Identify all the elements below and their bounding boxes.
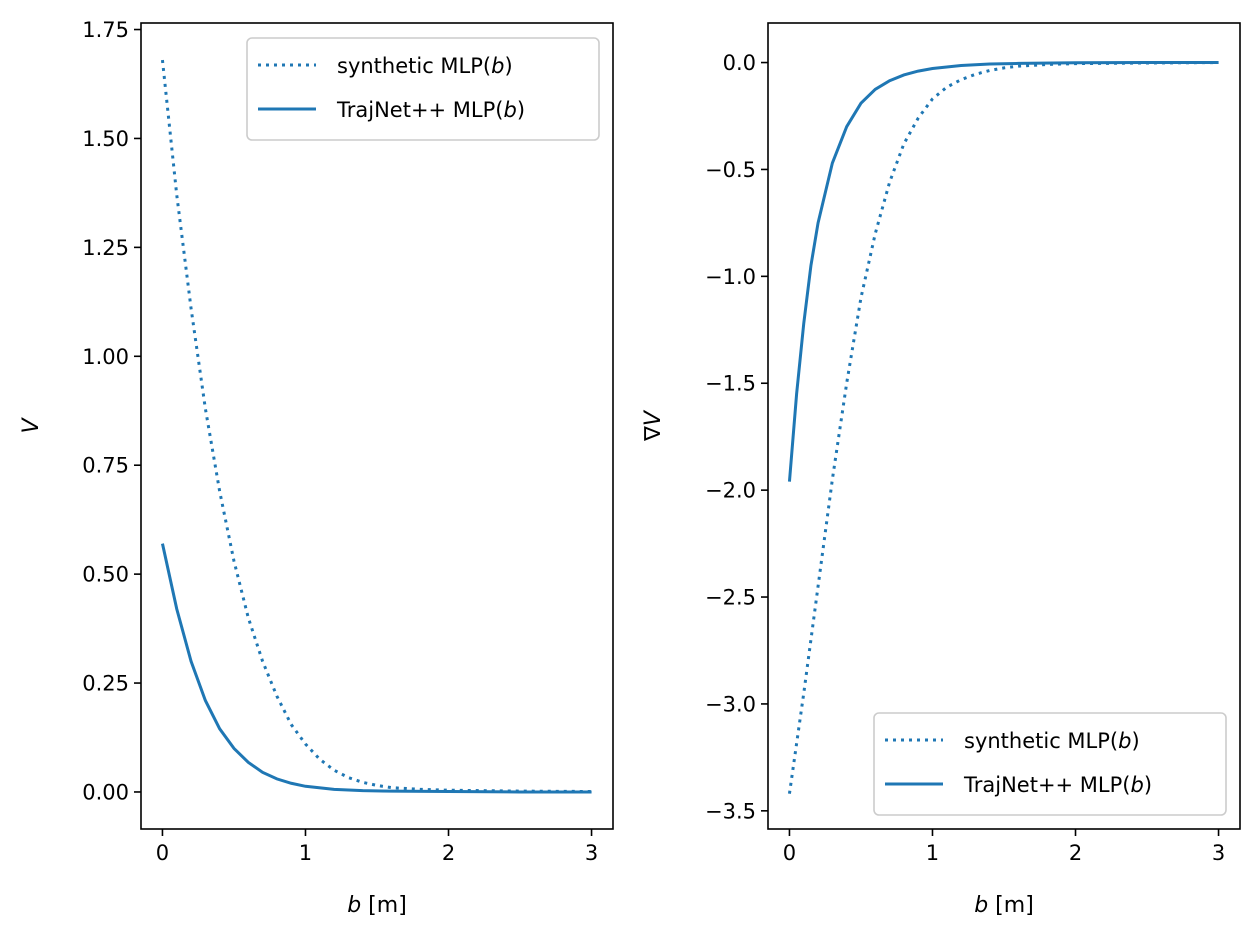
y-tick-label: −1.0 <box>705 265 756 289</box>
axes-frame <box>767 22 1241 830</box>
y-tick-label: 0.0 <box>723 51 756 75</box>
y-tick-label: −0.5 <box>705 158 756 182</box>
x-tick-label: 1 <box>926 841 939 865</box>
x-tick-label: 3 <box>585 841 598 865</box>
series-line-trajnet <box>160 543 592 794</box>
x-tick-label: 2 <box>442 841 455 865</box>
legend-label: TrajNet++ MLP(b) <box>336 98 525 122</box>
legend: synthetic MLP(b) TrajNet++ MLP(b) <box>873 712 1227 816</box>
y-axis-label: V <box>19 417 44 434</box>
y-tick-label: −2.0 <box>705 479 756 503</box>
series-line-synthetic <box>787 61 1219 794</box>
y-tick-label: 1.00 <box>82 345 129 369</box>
y-tick-label: 1.75 <box>82 18 129 42</box>
axes-frame <box>140 22 614 830</box>
y-tick-label: 1.50 <box>82 127 129 151</box>
y-tick-label: 0.00 <box>82 780 129 804</box>
x-tick-label: 0 <box>783 841 796 865</box>
x-tick-label: 1 <box>299 841 312 865</box>
y-tick-label: −2.5 <box>705 586 756 610</box>
y-tick-label: −3.0 <box>705 692 756 716</box>
y-axis-label: ∇V <box>641 409 666 442</box>
y-tick-label: 0.25 <box>82 672 129 696</box>
chart-panel-1: 0 1 2 3 0.00 0.25 0.50 0.75 1.00 1.25 1.50 1.75 b [m… <box>19 18 614 918</box>
legend-label: synthetic MLP(b) <box>964 729 1140 753</box>
legend-box <box>246 37 600 141</box>
legend: synthetic MLP(b) TrajNet++ MLP(b) <box>246 37 600 141</box>
y-tick-label: 0.75 <box>82 454 129 478</box>
legend-box <box>873 712 1227 816</box>
y-tick-label: 1.25 <box>82 236 129 260</box>
legend-label: TrajNet++ MLP(b) <box>963 773 1152 797</box>
series-line-trajnet <box>787 61 1219 482</box>
x-axis-label: b [m] <box>347 893 407 918</box>
legend-label: synthetic MLP(b) <box>337 54 513 78</box>
x-tick-label: 2 <box>1069 841 1082 865</box>
x-tick-label: 0 <box>156 841 169 865</box>
chart-panel-2: 0 1 2 3 −3.5 −3.0 −2.5 −2.0 −1.5 −1.0 −0.5 0.0 b [m]… <box>641 22 1241 918</box>
x-axis-label: b [m] <box>974 893 1034 918</box>
series-line-synthetic <box>160 59 592 794</box>
x-tick-label: 3 <box>1212 841 1225 865</box>
y-tick-label: −3.5 <box>705 799 756 823</box>
y-tick-label: −1.5 <box>705 372 756 396</box>
y-tick-label: 0.50 <box>82 563 129 587</box>
